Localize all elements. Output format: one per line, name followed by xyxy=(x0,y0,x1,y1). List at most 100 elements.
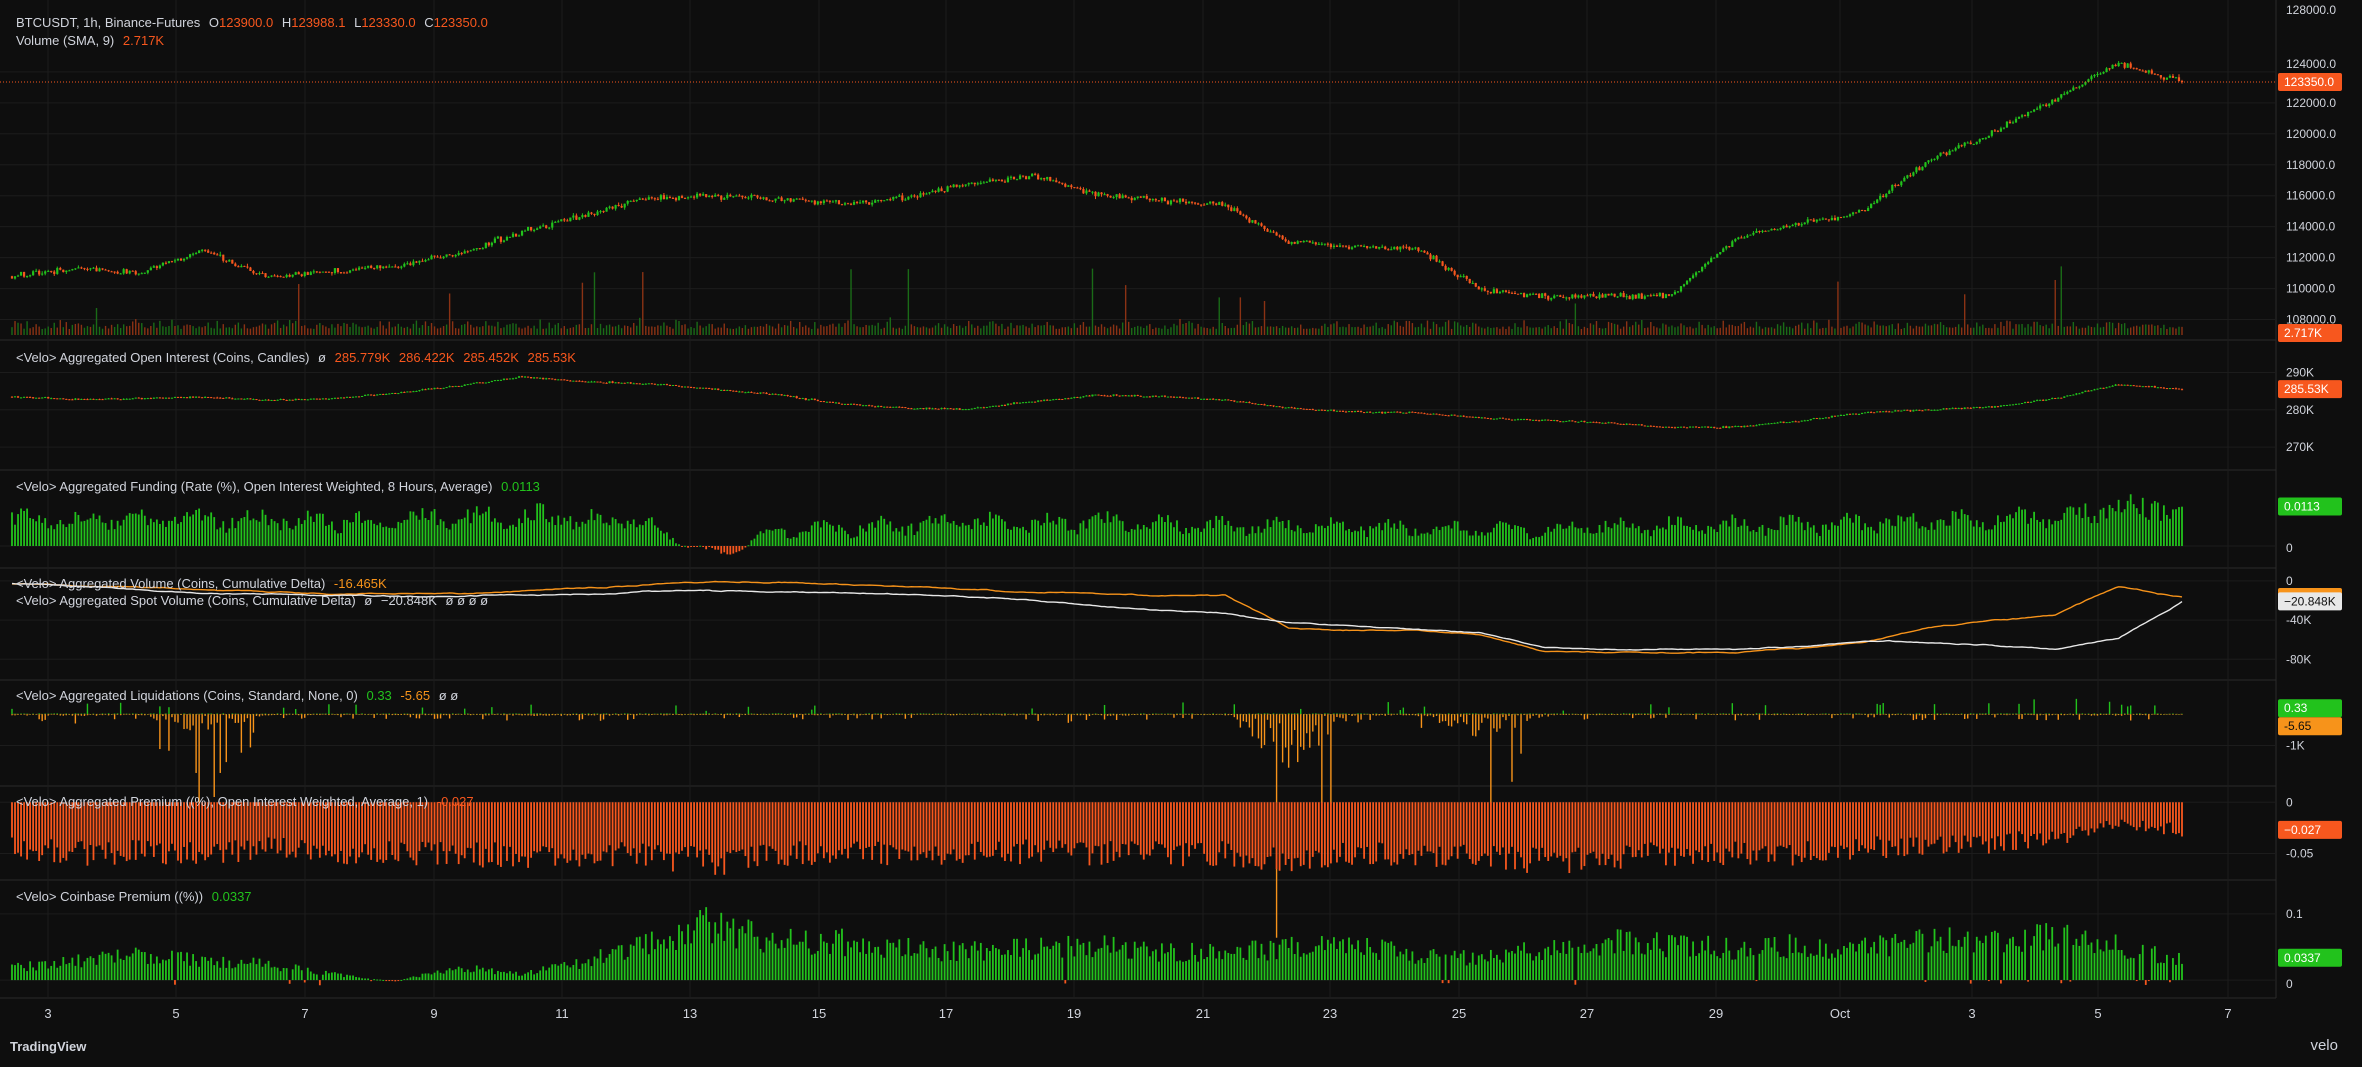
volume-bar xyxy=(1375,323,1376,335)
volume-bar xyxy=(1463,327,1464,335)
candle-body xyxy=(1049,177,1051,181)
candle-body xyxy=(527,227,529,231)
candle-body xyxy=(1209,202,1211,204)
volume-bar xyxy=(1282,326,1283,335)
candle-body xyxy=(1574,295,1576,298)
volume-bar xyxy=(609,325,610,335)
candle-body xyxy=(675,198,677,200)
liq-bar-short xyxy=(775,714,776,715)
funding-bar xyxy=(467,509,469,546)
candle-body xyxy=(1348,247,1350,249)
funding-bar xyxy=(1321,526,1323,546)
liq-bar-long xyxy=(102,713,103,714)
candle-body xyxy=(1218,202,1220,205)
candle-body xyxy=(458,253,460,255)
candle-body xyxy=(2154,74,2156,75)
volume-bar xyxy=(1303,329,1304,335)
candle-body xyxy=(1544,293,1546,296)
oi-candle-body xyxy=(65,399,67,400)
oi-candle-body xyxy=(2066,395,2068,396)
oi-candle-body xyxy=(1997,406,1999,407)
volume-bar xyxy=(1372,326,1373,335)
liq-bar-short xyxy=(696,714,697,715)
volume-bar xyxy=(576,325,577,335)
volume-bar xyxy=(2145,324,2146,335)
funding-bar xyxy=(1900,517,1902,546)
oi-candle-body xyxy=(602,383,604,384)
volume-bar xyxy=(195,328,196,335)
candle-body xyxy=(1731,241,1733,247)
funding-bar xyxy=(847,534,849,546)
funding-bar xyxy=(1668,516,1670,546)
volume-bar xyxy=(1176,325,1177,335)
funding-bar xyxy=(437,525,439,546)
candle-body xyxy=(2039,105,2041,108)
oi-candle-body xyxy=(153,398,155,399)
funding-bar xyxy=(304,520,306,546)
funding-bar xyxy=(1934,530,1936,546)
oi-candle-body xyxy=(1342,411,1344,412)
volume-bar xyxy=(1255,327,1256,335)
funding-bar xyxy=(699,546,701,547)
oi-candle-body xyxy=(747,392,749,393)
candle-body xyxy=(68,270,70,271)
funding-bar xyxy=(1707,526,1709,546)
funding-bar xyxy=(406,520,408,546)
funding-bar xyxy=(1218,520,1220,546)
oi-candle-body xyxy=(367,395,369,396)
candle-body xyxy=(1728,246,1730,247)
volume-bar xyxy=(1261,326,1262,335)
volume-bar xyxy=(1354,327,1355,335)
oi-candle-body xyxy=(1526,419,1528,420)
volume-bar xyxy=(413,324,414,335)
liq-bar-short xyxy=(434,714,435,719)
funding-bar xyxy=(307,511,309,546)
funding-bar xyxy=(443,521,445,546)
oi-candle-body xyxy=(1870,412,1872,413)
oi-candle-body xyxy=(1668,427,1670,428)
candle-body xyxy=(868,202,870,204)
funding-bar xyxy=(262,510,264,546)
funding-bar xyxy=(711,546,713,548)
liq-bar-long xyxy=(464,709,465,715)
volume-bar xyxy=(908,269,909,335)
volume-bar xyxy=(1883,325,1884,335)
funding-bar xyxy=(585,524,587,546)
funding-bar xyxy=(1439,530,1441,546)
liq-bar-short xyxy=(482,714,483,719)
funding-bar xyxy=(319,513,321,546)
candle-body xyxy=(774,199,776,201)
liq-bar-long xyxy=(48,714,49,715)
oi-candle-body xyxy=(147,398,149,399)
candle-body xyxy=(1100,192,1102,194)
oi-candle-body xyxy=(162,398,164,399)
oi-candle-body xyxy=(1052,399,1054,400)
candle-body xyxy=(1807,219,1809,222)
volume-bar xyxy=(1294,328,1295,335)
liq-bar-long xyxy=(422,708,423,715)
funding-bar xyxy=(648,518,650,546)
volume-bar xyxy=(1397,322,1398,335)
oi-candle-body xyxy=(1683,427,1685,428)
volume-bar xyxy=(147,328,148,335)
candle-body xyxy=(566,220,568,221)
funding-bar xyxy=(1704,534,1706,546)
oi-candle-body xyxy=(1942,408,1944,409)
oi-candle-body xyxy=(74,399,76,400)
candle-body xyxy=(1426,253,1428,255)
oi-candle-body xyxy=(1686,427,1688,428)
oi-candle-body xyxy=(2051,398,2053,399)
volume-bar xyxy=(1098,327,1099,335)
volume-bar xyxy=(1949,327,1950,335)
oi-candle-body xyxy=(584,381,586,382)
candle-body xyxy=(1740,237,1742,238)
liq-bar-short xyxy=(48,714,49,715)
funding-bar xyxy=(1203,529,1205,546)
volume-bar xyxy=(506,325,507,335)
funding-bar xyxy=(1795,522,1797,546)
liq-bar-long xyxy=(648,714,649,715)
oi-candle-body xyxy=(518,376,520,377)
oi-candle-body xyxy=(458,386,460,387)
